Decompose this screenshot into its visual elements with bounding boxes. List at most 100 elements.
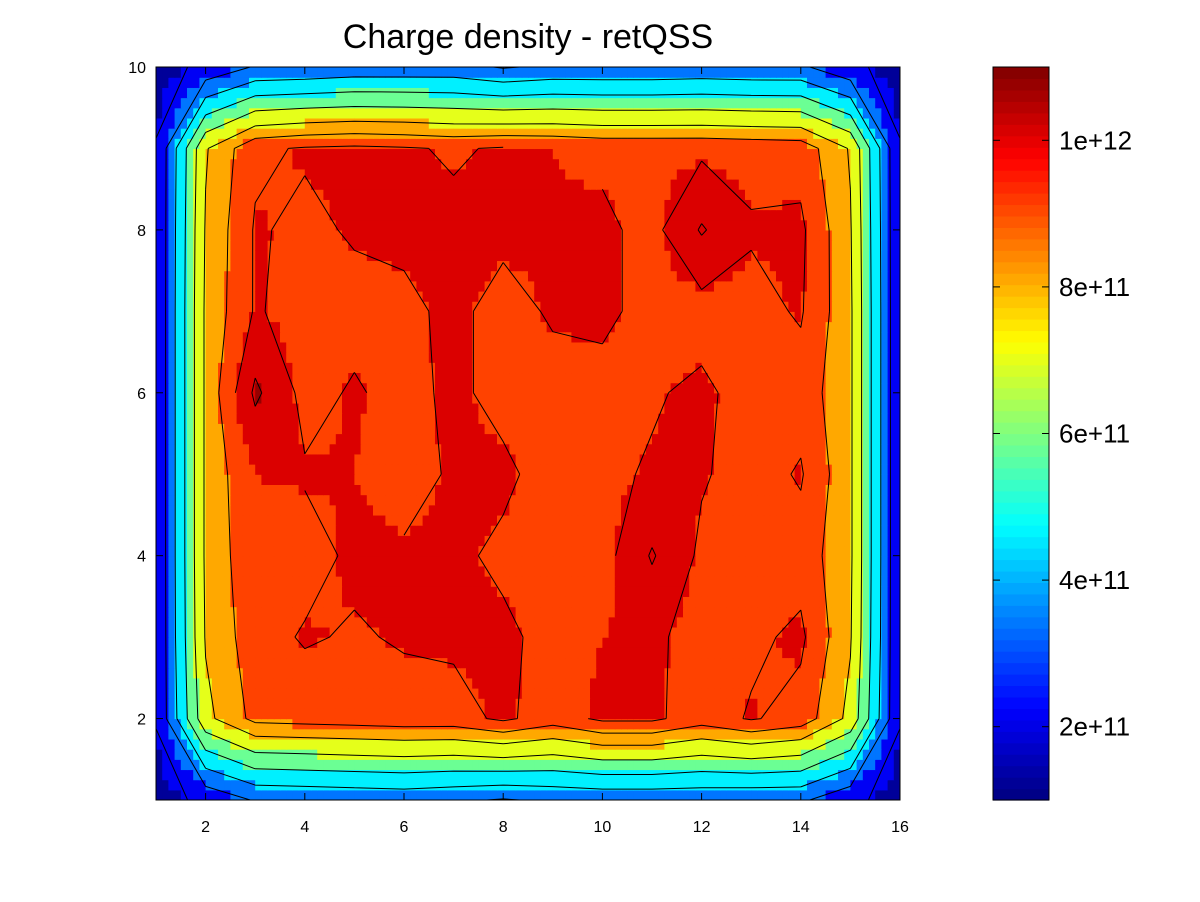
contour-fill-cell (273, 382, 281, 394)
contour-fill-cell (813, 779, 820, 791)
contour-fill-cell (280, 352, 287, 363)
contour-fill-cell (218, 565, 225, 577)
contour-fill-cell (472, 616, 479, 628)
contour-fill-cell (819, 769, 827, 781)
contour-fill-cell (385, 576, 393, 587)
contour-fill-cell (174, 453, 182, 465)
contour-fill-cell (472, 453, 479, 465)
contour-fill-cell (329, 596, 337, 608)
contour-fill-cell (311, 677, 318, 689)
contour-fill-cell (850, 413, 858, 424)
contour-fill-cell (869, 606, 876, 618)
contour-fill-cell (825, 677, 833, 689)
contour-fill-cell (497, 647, 504, 659)
contour-fill-cell (720, 626, 727, 638)
contour-fill-cell (521, 769, 529, 781)
contour-fill-cell (707, 728, 715, 740)
contour-fill-cell (738, 443, 746, 455)
contour-fill-cell (658, 576, 665, 587)
contour-fill-cell (311, 647, 318, 659)
contour-fill-cell (571, 484, 579, 496)
contour-fill-cell (199, 759, 207, 771)
contour-fill-cell (838, 698, 845, 709)
contour-fill-cell (484, 626, 492, 638)
contour-fill-cell (583, 453, 591, 465)
contour-fill-cell (875, 647, 882, 659)
contour-fill-cell (205, 484, 213, 496)
contour-fill-cell (199, 382, 207, 394)
contour-fill-cell (404, 423, 411, 435)
contour-fill-cell (875, 769, 882, 781)
contour-fill-cell (515, 413, 523, 424)
contour-fill-cell (211, 606, 219, 618)
contour-fill-cell (732, 545, 740, 557)
contour-fill-cell (571, 535, 579, 547)
contour-fill-cell (385, 443, 393, 455)
contour-fill-cell (286, 474, 293, 485)
contour-fill-cell (280, 698, 287, 709)
contour-fill-cell (893, 657, 900, 669)
contour-fill-cell (218, 738, 225, 750)
contour-fill-cell (583, 545, 591, 557)
contour-fill-cell (224, 698, 231, 709)
contour-fill-cell (844, 789, 851, 800)
contour-fill-cell (652, 576, 659, 587)
contour-fill-cell (807, 728, 814, 740)
contour-fill-cell (280, 484, 287, 496)
contour-fill-cell (819, 576, 827, 587)
contour-fill-cell (862, 484, 870, 496)
contour-fill-cell (391, 779, 399, 791)
contour-fill-cell (447, 402, 455, 414)
contour-fill-cell (751, 576, 758, 587)
contour-fill-cell (280, 514, 287, 526)
contour-fill-cell (540, 464, 548, 475)
contour-fill-cell (887, 433, 895, 445)
contour-fill-cell (335, 453, 343, 465)
contour-fill-cell (757, 443, 765, 455)
contour-fill-cell (714, 514, 721, 526)
contour-fill-cell (714, 708, 721, 720)
contour-fill-cell (571, 657, 579, 669)
contour-fill-cell (559, 596, 566, 608)
contour-fill-cell (323, 555, 331, 567)
contour-fill-cell (559, 555, 566, 567)
contour-fill-cell (627, 545, 634, 557)
contour-fill-cell (869, 423, 876, 435)
contour-fill-cell (497, 667, 504, 679)
contour-fill-cell (590, 708, 597, 720)
contour-fill-cell (701, 453, 709, 465)
contour-fill-cell (645, 464, 653, 475)
contour-fill-cell (627, 464, 634, 475)
contour-fill-cell (881, 453, 889, 465)
contour-fill-cell (769, 606, 777, 618)
contour-fill-cell (199, 708, 207, 720)
contour-fill-cell (156, 759, 163, 771)
contour-fill-cell (292, 494, 300, 506)
contour-fill-cell (639, 535, 647, 547)
contour-fill-cell (354, 443, 362, 455)
contour-fill-cell (199, 616, 207, 628)
contour-fill-cell (366, 433, 374, 445)
contour-fill-cell (583, 718, 591, 730)
contour-fill-cell (242, 565, 250, 577)
contour-fill-cell (156, 341, 163, 353)
contour-fill-cell (596, 728, 603, 740)
contour-fill-cell (472, 423, 479, 435)
contour-fill-cell (484, 423, 492, 435)
contour-fill-cell (577, 545, 585, 557)
contour-fill-cell (881, 433, 889, 445)
contour-fill-cell (428, 667, 436, 679)
contour-fill-cell (211, 352, 219, 363)
contour-fill-cell (769, 738, 777, 750)
contour-fill-cell (552, 779, 560, 791)
contour-fill-cell (577, 484, 585, 496)
contour-fill-cell (187, 382, 194, 394)
contour-fill-cell (199, 413, 207, 424)
contour-fill-cell (658, 606, 665, 618)
contour-fill-cell (286, 494, 293, 506)
contour-fill-cell (261, 667, 269, 679)
contour-fill-cell (782, 718, 789, 730)
contour-fill-cell (875, 484, 882, 496)
contour-fill-cell (342, 443, 349, 455)
contour-fill-cell (428, 464, 436, 475)
